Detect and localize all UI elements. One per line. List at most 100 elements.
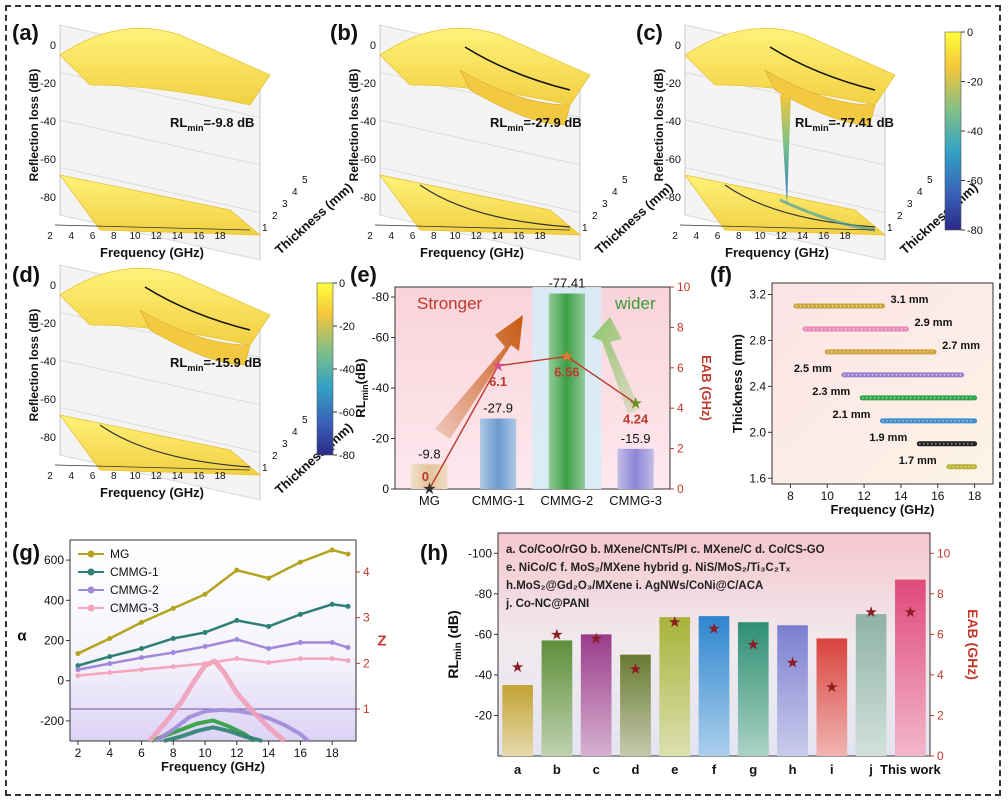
grid-line: [684, 214, 886, 261]
left-axis-title: RLmin (dB): [445, 610, 464, 678]
grid-line: [684, 167, 886, 213]
y-axis-title: Reflection loss (dB): [27, 309, 41, 422]
y-tick-label: 3.2: [749, 287, 766, 301]
colorbar-gradient: [944, 31, 962, 231]
category-label-3: d: [631, 762, 639, 777]
wider-text: wider: [614, 294, 656, 313]
x-tick-label: 10: [198, 746, 212, 760]
floor-projection: [379, 174, 582, 236]
category-label-2: c: [593, 762, 600, 777]
alpha-point-1-2: [139, 646, 144, 652]
x-tick-label: 10: [754, 231, 766, 242]
left-axis-title: α: [17, 628, 27, 645]
x-tick-label: 18: [968, 489, 982, 503]
left-tick-label: -100: [468, 546, 492, 560]
right-axis-title: EAB (GHz): [965, 609, 981, 680]
legend-line-0: a. Co/CoO/rGO b. MXene/CNTs/PI c. MXene/…: [506, 544, 825, 556]
bar-label-CMMG-1: -27.9: [483, 401, 513, 416]
rl-annotation-b-pre: RL: [490, 115, 507, 130]
x-tick-label: 10: [129, 471, 141, 482]
eab-star-1: ★: [550, 626, 563, 643]
colorbar-tick-label: -60: [339, 407, 355, 419]
y-tick-label: -80: [40, 432, 56, 444]
eab-label-2: 6.56: [554, 364, 579, 379]
category-label-5: f: [712, 762, 717, 777]
legend-label-2: CMMG-2: [110, 583, 159, 597]
left-tick-label: 200: [44, 634, 64, 648]
alpha-point-0-0: [75, 651, 81, 657]
x-tick-label: 10: [821, 489, 835, 503]
left-tick-label: 0: [57, 674, 64, 688]
x-tick-label: 8: [111, 471, 117, 482]
bar-fade-3: [620, 654, 651, 756]
x-tick-label: 12: [776, 231, 788, 242]
rl-annotation-c-post: =-77.41 dB: [829, 115, 894, 130]
right-tick-label: 4: [363, 565, 370, 579]
z-tick-label: 2: [592, 211, 598, 222]
legend-line-1: e. NiCo/C f. MoS₂/MXene hybrid g. NiS/Mo…: [506, 562, 791, 574]
eab-star-0: ★: [511, 659, 524, 676]
x-tick-label: 16: [931, 489, 945, 503]
x-axis-title: Frequency (GHz): [725, 245, 829, 260]
deep-spike: [780, 95, 791, 205]
x-tick-label: 18: [534, 231, 546, 242]
z-tick-label: 5: [622, 175, 628, 186]
rl-annotation-d-pre: RL: [170, 355, 187, 370]
legend-marker-1: [87, 568, 95, 576]
alpha-point-1-8: [329, 601, 335, 607]
eab-label-1: 6.1: [489, 374, 507, 389]
z-tick-label: 4: [292, 427, 298, 438]
z-series-2: [154, 707, 310, 743]
colorbar-tick-label: -40: [967, 126, 983, 138]
category-label-4: e: [671, 762, 678, 777]
x-tick-label: 2: [47, 471, 53, 482]
y-tick-label: -40: [40, 116, 56, 128]
y-tick-label: 1.6: [749, 471, 766, 485]
grid-line: [59, 167, 261, 213]
rl-annotation-c-sub: min: [812, 123, 828, 133]
rl-annotation-b: RLmin=-27.9 dB: [490, 115, 582, 133]
alpha-point-3-2: [139, 667, 144, 673]
category-label-10: This work: [880, 762, 941, 777]
alpha-point-0-1: [107, 635, 113, 641]
panel-label-f: (f): [710, 262, 732, 287]
alpha-point-2-8: [329, 640, 335, 646]
y-axis-title: Thickness (mm): [730, 334, 745, 433]
x-tick-label: 4: [68, 231, 74, 242]
right-tick-label: 6: [677, 361, 684, 375]
colorbar-tick-label: -20: [339, 321, 355, 333]
left-tick-label: -80: [372, 290, 390, 304]
y-tick-label: -20: [665, 78, 681, 90]
grid-line: [59, 119, 261, 166]
grid-line: [59, 359, 261, 406]
series-label-6: 1.9 mm: [869, 432, 907, 444]
z-tick-label: 1: [582, 223, 588, 234]
category-label-0: a: [514, 762, 522, 777]
x-axis-line: [679, 224, 876, 231]
x-tick-label: 16: [513, 231, 525, 242]
x-axis-line: [54, 224, 251, 231]
panel-label-b: (b): [330, 20, 358, 45]
x-axis-title: Frequency (GHz): [100, 485, 204, 500]
floor-projection: [59, 174, 262, 236]
bar-fade-10: [895, 579, 926, 756]
x-tick-label: 10: [129, 231, 141, 242]
left-axis-title-sub: min: [453, 642, 464, 660]
eab-label-3: 4.24: [623, 411, 649, 426]
x-tick-label: 6: [90, 231, 96, 242]
z-tick-label: 3: [282, 199, 288, 210]
y-tick-label: -60: [40, 394, 56, 406]
right-tick-label: 2: [677, 442, 684, 456]
x-axis-line: [374, 224, 571, 231]
x-tick-label: 8: [736, 231, 742, 242]
right-tick-label: 10: [937, 546, 951, 560]
alpha-point-2-5: [234, 636, 240, 642]
alpha-point-1-0: [75, 663, 81, 669]
z-tick-label: 2: [272, 211, 278, 222]
stronger-text: Stronger: [417, 294, 483, 313]
colorbar-tick-label: -60: [967, 176, 983, 188]
x-tick-label: 2: [47, 231, 53, 242]
left-axis-title-pre: RL: [445, 660, 461, 679]
